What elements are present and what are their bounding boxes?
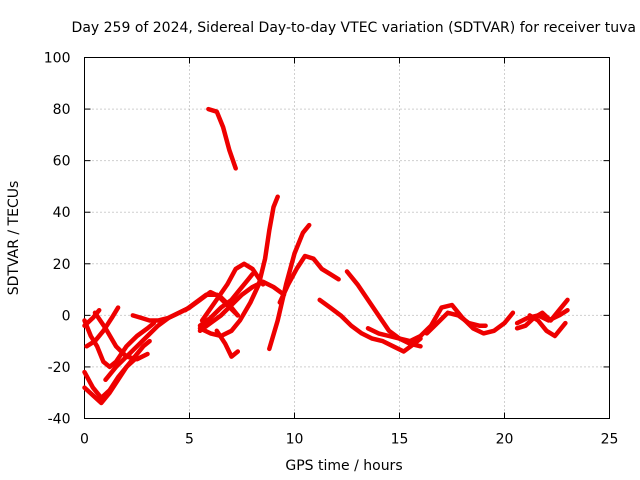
y-tick-label: -20 [48,360,71,376]
series-arc15 [267,222,312,352]
series-arc16 [277,253,341,305]
series-arc17 [206,106,238,171]
series-arc23 [514,307,570,326]
y-tick-label: 100 [44,51,71,67]
series-arc6 [82,307,102,328]
y-tick-label: -40 [48,412,71,428]
y-tick-label: 40 [53,205,71,221]
axis-ticks: 0 5 10 15 20 25 -40 -20 0 20 40 60 80 100 [44,51,619,448]
y-tick-label: 60 [53,154,71,170]
y-axis-label: SDTVAR / TECUs [6,181,22,296]
y-tick-label: 80 [53,102,71,118]
series-arc12 [199,261,266,323]
x-tick-label: 10 [286,432,304,448]
x-tick-label: 0 [80,432,89,448]
series-arc3 [82,356,138,406]
series-arc14 [197,194,280,339]
series-arc21 [424,310,488,336]
series-arc11 [197,271,255,328]
series-arc22 [514,297,570,331]
x-tick-label: 25 [601,432,619,448]
plot-frame [84,57,610,419]
x-tick-label: 5 [185,432,194,448]
series-arc8 [130,305,192,323]
series-arc10 [197,279,287,334]
y-tick-label: 0 [62,308,71,324]
x-tick-label: 20 [496,432,514,448]
series-arc18 [317,297,423,354]
grid [84,57,610,419]
chart-title: Day 259 of 2024, Sidereal Day-to-day VTE… [72,20,636,36]
series-arc4 [84,305,121,349]
x-axis-label: GPS time / hours [285,458,402,474]
series-arc20 [365,302,516,344]
series-arc24 [527,313,568,339]
data-series [82,106,570,406]
series-arc5 [92,310,150,362]
y-tick-label: 20 [53,257,71,273]
x-tick-label: 15 [391,432,409,448]
